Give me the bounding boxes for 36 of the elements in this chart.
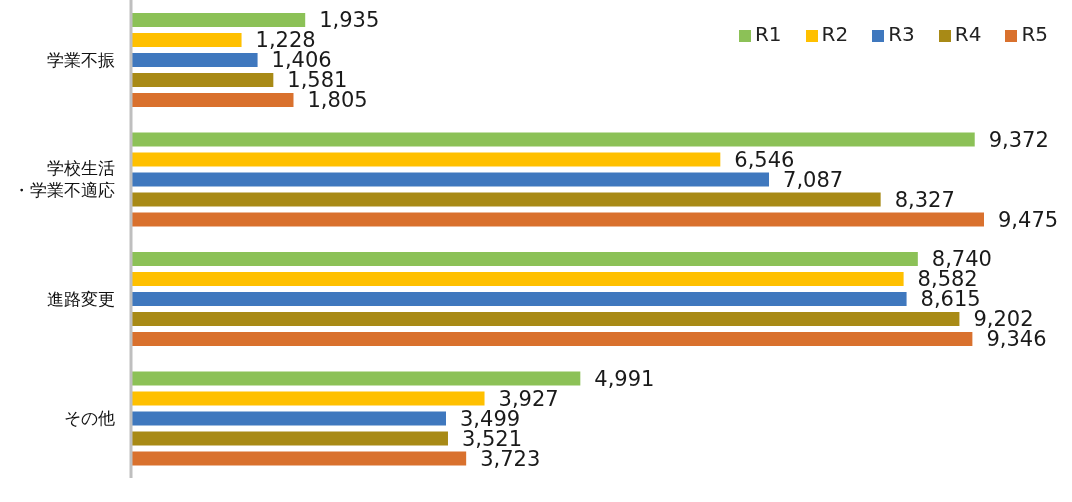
bar xyxy=(131,33,242,47)
bar xyxy=(131,212,984,227)
bar xyxy=(131,431,448,446)
bar xyxy=(131,192,881,207)
bar xyxy=(131,332,973,346)
bar xyxy=(131,371,581,386)
y-tick-label: 学業不振 xyxy=(47,49,115,70)
legend-label: R2 xyxy=(821,22,849,46)
bar xyxy=(131,152,721,167)
bar xyxy=(131,93,294,107)
bar xyxy=(131,272,904,286)
bar xyxy=(131,292,907,306)
legend-label: R5 xyxy=(1021,22,1048,46)
bar xyxy=(131,13,306,27)
bar xyxy=(131,172,770,187)
legend-label: R1 xyxy=(754,22,782,46)
y-tick-label: 学校生活・学業不適応 xyxy=(13,158,115,201)
y-tick-label: その他 xyxy=(64,408,115,429)
data-label: 3,927 xyxy=(498,386,559,411)
bar xyxy=(131,73,274,87)
bar xyxy=(131,53,258,67)
bar xyxy=(131,312,960,326)
bar xyxy=(131,252,918,266)
bar xyxy=(131,411,446,426)
data-label: 3,723 xyxy=(480,446,541,471)
data-label: 4,991 xyxy=(594,366,655,391)
legend-label: R3 xyxy=(888,22,915,46)
data-label: 1,935 xyxy=(319,8,380,33)
bar xyxy=(131,391,485,406)
legend-label: R4 xyxy=(954,22,982,46)
data-label: 9,475 xyxy=(998,207,1059,232)
y-tick-label: 進路変更 xyxy=(47,288,115,309)
data-label: 9,372 xyxy=(988,127,1049,152)
bar xyxy=(131,132,975,147)
bar xyxy=(131,451,467,466)
data-label: 8,327 xyxy=(894,187,955,212)
